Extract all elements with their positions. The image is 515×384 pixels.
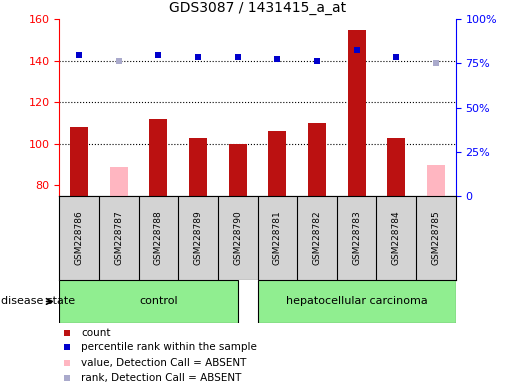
Bar [258, 280, 456, 323]
Text: control: control [139, 296, 178, 306]
Text: GSM228790: GSM228790 [233, 211, 242, 265]
Text: rank, Detection Call = ABSENT: rank, Detection Call = ABSENT [81, 373, 242, 383]
Text: GSM228781: GSM228781 [273, 211, 282, 265]
Text: percentile rank within the sample: percentile rank within the sample [81, 342, 257, 353]
Text: GSM228783: GSM228783 [352, 211, 361, 265]
Title: GDS3087 / 1431415_a_at: GDS3087 / 1431415_a_at [169, 2, 346, 15]
Text: GSM228784: GSM228784 [392, 211, 401, 265]
Text: count: count [81, 328, 111, 338]
Bar [149, 119, 167, 196]
Text: hepatocellular carcinoma: hepatocellular carcinoma [286, 296, 427, 306]
Bar [110, 167, 128, 196]
Text: GSM228782: GSM228782 [313, 211, 321, 265]
Bar [59, 280, 238, 323]
Text: GSM228788: GSM228788 [154, 211, 163, 265]
Text: GSM228786: GSM228786 [75, 211, 83, 265]
Bar [308, 123, 326, 196]
Text: GSM228787: GSM228787 [114, 211, 123, 265]
Bar [268, 131, 286, 196]
Text: value, Detection Call = ABSENT: value, Detection Call = ABSENT [81, 358, 246, 368]
Bar [387, 137, 405, 196]
Text: disease state: disease state [1, 296, 75, 306]
Text: GSM228789: GSM228789 [194, 211, 202, 265]
Bar [189, 137, 207, 196]
Bar [427, 165, 445, 196]
Bar [70, 127, 88, 196]
Text: GSM228785: GSM228785 [432, 211, 440, 265]
Bar [348, 30, 366, 196]
Bar [229, 144, 247, 196]
